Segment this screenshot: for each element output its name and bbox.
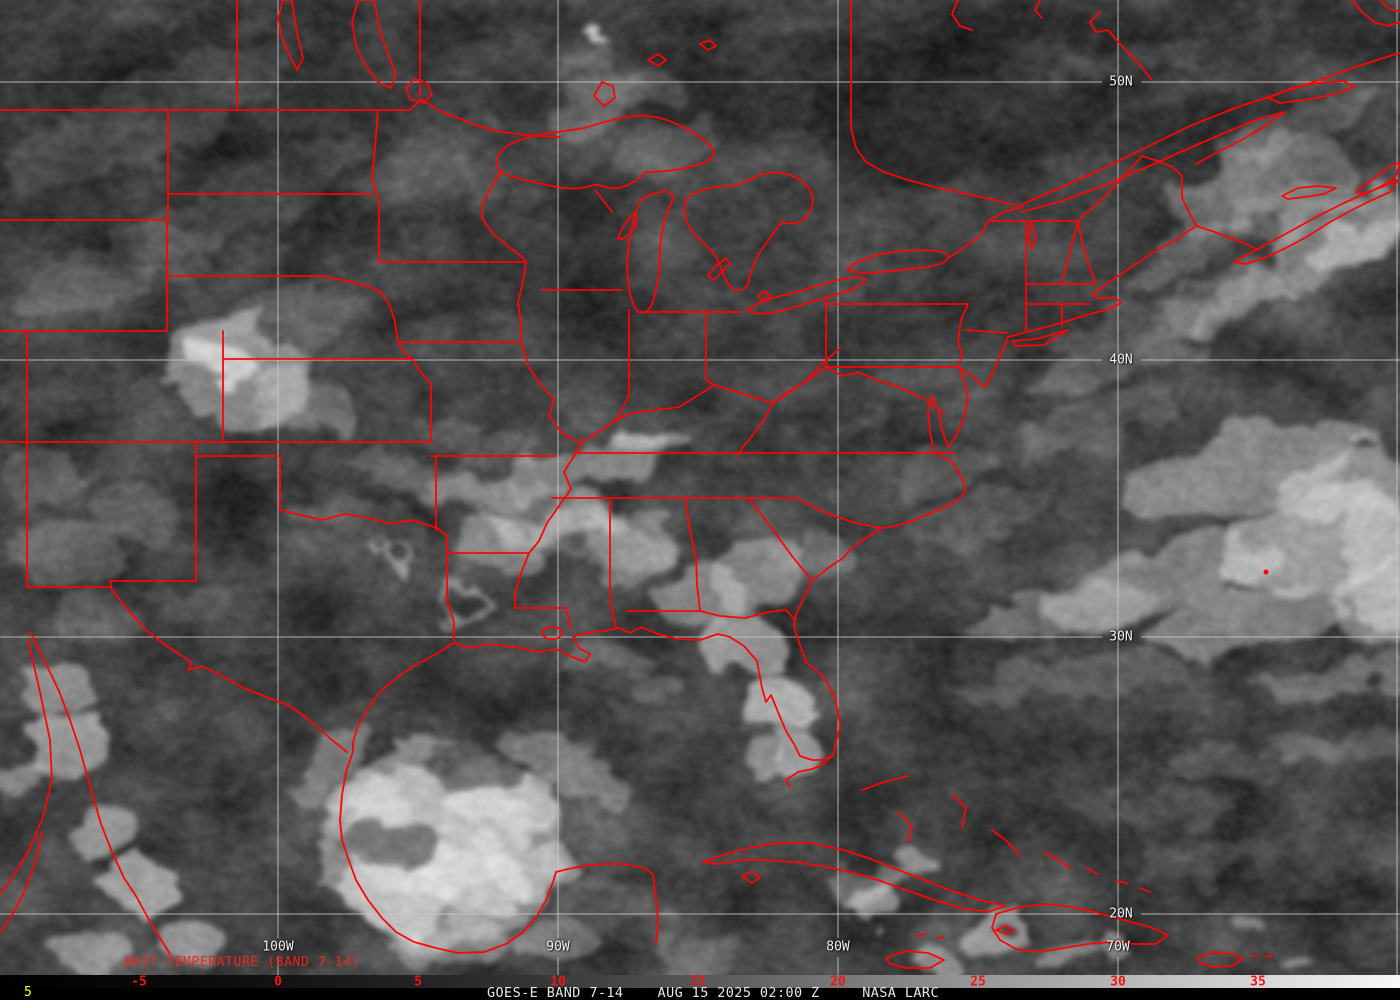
footer-left-value: 5 [24, 985, 32, 1000]
colorbar-tick-label: 35 [1250, 974, 1266, 989]
colorbar-tick-label: 0 [274, 974, 282, 989]
bermuda-marker [1263, 569, 1269, 575]
colorbar-tick-label: 30 [1110, 974, 1126, 989]
product-label: BRIT TEMPERATURE (BAND 7-14) [124, 955, 360, 970]
gridline-layer [0, 0, 1400, 975]
colorbar-tick-label: -5 [131, 974, 147, 989]
colorbar-tick-label: 20 [830, 974, 846, 989]
footer-bar: 5 GOES-E BAND 7-14 AUG 15 2025 02:00 Z N… [0, 985, 1400, 1000]
footer-caption: GOES-E BAND 7-14 AUG 15 2025 02:00 Z NAS… [487, 985, 939, 1000]
colorbar-tick-label: 15 [690, 974, 706, 989]
colorbar-tick-label: 10 [550, 974, 566, 989]
colorbar-tick-label: 5 [414, 974, 422, 989]
colorbar: -5 0 5 10 15 20 25 30 35 [0, 975, 1400, 988]
colorbar-tick-label: 25 [970, 974, 986, 989]
map-borders [0, 0, 1400, 969]
